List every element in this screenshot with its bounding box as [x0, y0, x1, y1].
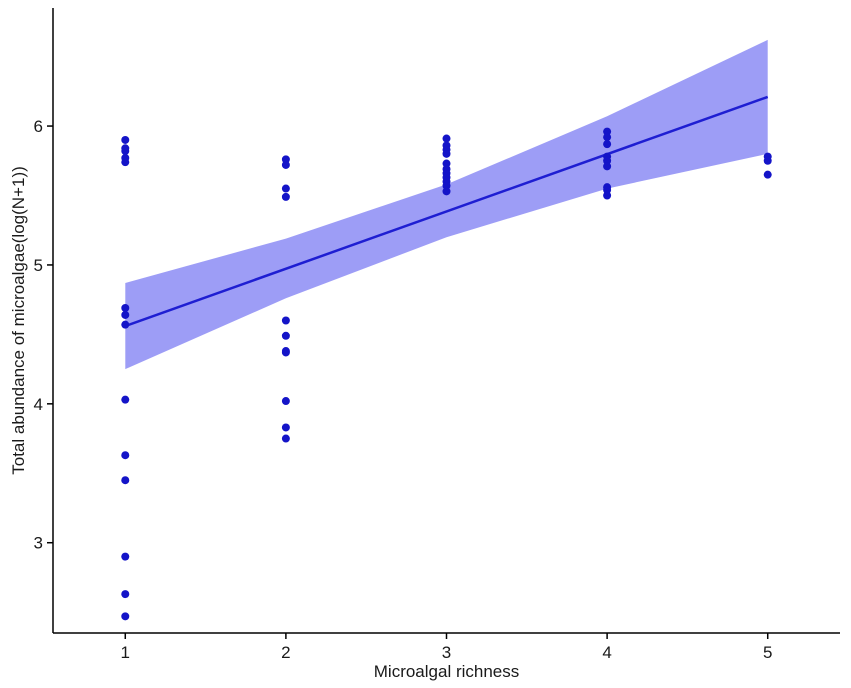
- data-point: [603, 133, 612, 142]
- data-point: [121, 304, 130, 312]
- x-tick-label: 3: [442, 643, 451, 662]
- data-points: [121, 127, 772, 621]
- data-point: [281, 184, 290, 193]
- data-point: [121, 552, 130, 561]
- data-point: [121, 147, 130, 156]
- data-point: [121, 135, 130, 144]
- data-point: [281, 192, 290, 201]
- data-point: [281, 434, 290, 443]
- data-point: [603, 127, 612, 136]
- y-tick-label: 3: [34, 534, 43, 553]
- data-point: [442, 149, 451, 158]
- y-tick-label: 5: [34, 256, 43, 275]
- data-point: [121, 395, 130, 404]
- data-point: [603, 162, 612, 171]
- regression-line: [124, 95, 769, 328]
- x-tick-label: 1: [121, 643, 130, 662]
- y-axis-ticks: 3 4 5 6: [34, 117, 53, 553]
- x-tick-label: 2: [281, 643, 290, 662]
- data-point: [281, 348, 290, 357]
- data-point: [281, 397, 290, 406]
- y-axis-title: Total abundance of microalgae(log(N+1)): [9, 166, 28, 475]
- data-point: [603, 140, 612, 149]
- data-point: [281, 331, 290, 340]
- data-point: [121, 158, 130, 167]
- data-point: [121, 451, 130, 460]
- data-point: [442, 134, 451, 143]
- data-point: [281, 316, 290, 325]
- data-point: [442, 187, 451, 196]
- data-point: [281, 423, 290, 432]
- data-point: [603, 156, 612, 165]
- y-tick-label: 4: [34, 395, 43, 414]
- data-point: [121, 612, 130, 621]
- data-point: [603, 191, 612, 200]
- data-point: [763, 170, 772, 179]
- x-tick-label: 5: [763, 643, 772, 662]
- data-point: [121, 320, 130, 329]
- data-point: [442, 181, 451, 190]
- data-point: [121, 310, 130, 319]
- data-point: [281, 160, 290, 169]
- data-point: [121, 590, 130, 599]
- data-point: [442, 159, 451, 168]
- x-axis-title: Microalgal richness: [374, 662, 520, 681]
- data-point: [121, 476, 130, 485]
- data-point: [281, 155, 290, 164]
- data-point: [763, 156, 772, 165]
- confidence-band: [125, 39, 768, 370]
- data-point: [603, 185, 612, 194]
- y-tick-label: 6: [34, 117, 43, 136]
- x-tick-label: 4: [602, 643, 611, 662]
- x-axis-ticks: 1 2 3 4 5: [121, 633, 772, 662]
